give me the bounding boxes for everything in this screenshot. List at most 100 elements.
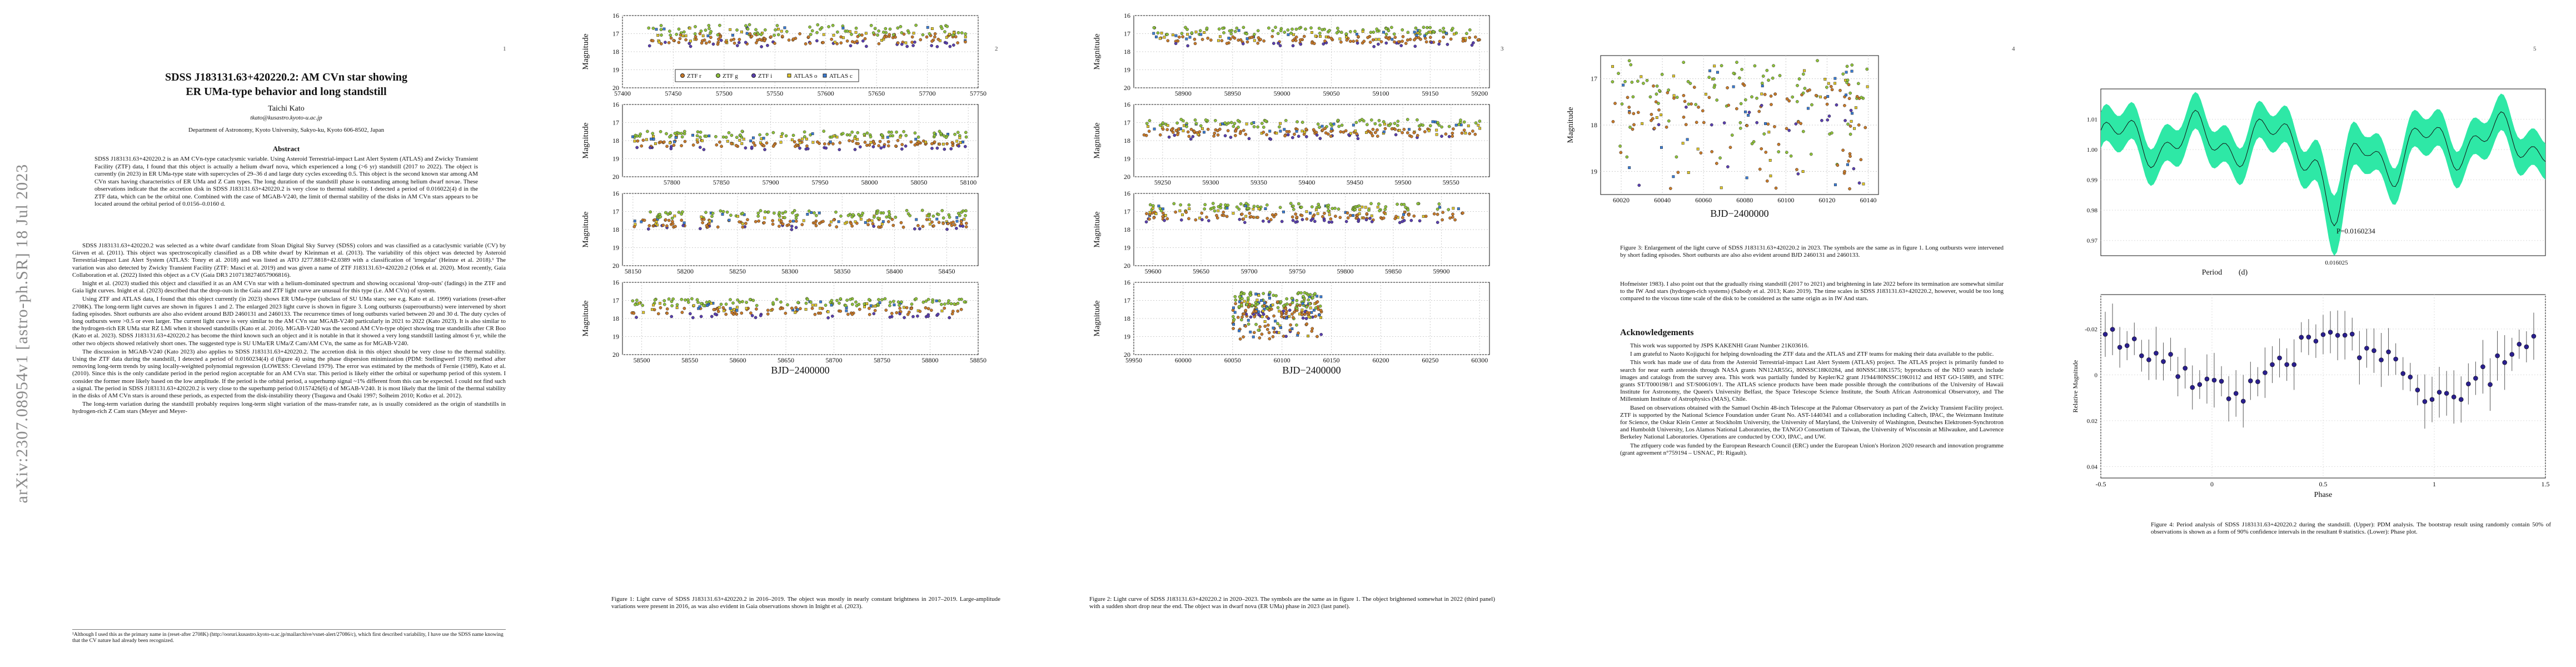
data-point	[1772, 64, 1775, 68]
data-point	[1267, 331, 1271, 335]
data-point	[1846, 122, 1850, 126]
data-point	[839, 309, 843, 313]
data-point	[724, 302, 728, 306]
data-point	[1337, 207, 1341, 211]
data-point	[1245, 40, 1249, 44]
data-point	[716, 225, 720, 229]
data-point	[1216, 133, 1220, 137]
data-point	[926, 297, 930, 301]
data-point	[1865, 67, 1869, 71]
data-point	[924, 141, 927, 144]
data-point	[1762, 132, 1766, 136]
data-point	[721, 213, 724, 216]
data-point	[961, 225, 965, 228]
data-point	[724, 312, 728, 316]
data-point	[677, 211, 681, 214]
data-point	[811, 132, 814, 136]
data-point	[696, 130, 700, 134]
data-point	[642, 311, 645, 314]
data-point	[932, 224, 935, 228]
data-point	[1769, 94, 1773, 98]
data-point	[830, 298, 834, 302]
data-point	[1611, 80, 1615, 83]
y-tick-label: 16	[1124, 190, 1130, 197]
x-tick-label: 60080	[1736, 196, 1753, 204]
data-point	[930, 308, 933, 312]
y-tick-label: 0.02	[2087, 418, 2097, 425]
data-point	[711, 211, 715, 215]
data-point	[1242, 26, 1245, 29]
data-point	[1331, 207, 1334, 210]
data-point	[1358, 212, 1361, 215]
data-point	[1348, 30, 1352, 33]
data-point	[1438, 206, 1441, 209]
data-point	[1261, 219, 1265, 223]
data-point	[1170, 128, 1174, 132]
data-point	[1684, 123, 1688, 126]
data-point	[807, 209, 811, 213]
data-point	[2248, 378, 2253, 384]
data-point	[716, 33, 720, 37]
data-point	[724, 40, 728, 44]
data-point	[1319, 34, 1322, 38]
data-point	[960, 222, 963, 226]
legend: ZTF r ZTF g ZTF i ATLAS o ATLAS c	[675, 69, 859, 82]
data-point	[1686, 79, 1690, 83]
data-point	[1390, 26, 1393, 29]
data-point	[750, 314, 754, 317]
data-point	[1697, 105, 1700, 109]
data-point	[877, 42, 881, 46]
data-point	[780, 132, 784, 136]
data-point	[1283, 31, 1287, 34]
data-point	[1827, 115, 1831, 118]
data-point	[865, 302, 869, 305]
x-tick-label: 59650	[1193, 267, 1209, 275]
data-point	[884, 308, 888, 312]
data-point	[1235, 26, 1239, 30]
data-point	[1376, 128, 1379, 132]
data-point	[1264, 207, 1267, 210]
data-point	[675, 306, 679, 310]
data-point	[1464, 37, 1467, 40]
data-point	[871, 31, 875, 34]
data-point	[829, 220, 833, 223]
data-point	[806, 297, 809, 301]
paragraph: The long-term variation during the stand…	[72, 401, 506, 415]
data-point	[633, 220, 636, 223]
data-point	[1172, 202, 1176, 206]
data-point	[1462, 128, 1466, 132]
data-point	[1349, 132, 1352, 135]
data-point	[754, 28, 758, 32]
data-point	[1847, 83, 1851, 87]
data-point	[2277, 355, 2282, 361]
data-point	[728, 218, 731, 222]
data-point	[1851, 112, 1854, 115]
x-tick-label: 58050	[910, 178, 927, 186]
data-point	[841, 36, 845, 39]
data-point	[1328, 213, 1331, 216]
data-point	[675, 303, 679, 307]
data-point	[760, 137, 763, 141]
x-tick-label: 58250	[729, 267, 746, 275]
data-point	[1371, 127, 1375, 131]
data-point	[1291, 301, 1294, 305]
data-point	[938, 142, 941, 146]
data-point	[1242, 128, 1245, 132]
data-point	[744, 222, 748, 225]
data-point	[963, 217, 966, 221]
data-point	[806, 147, 810, 151]
y-axis-label: Magnitude	[581, 33, 590, 69]
data-point	[925, 218, 929, 221]
x-tick-label: 57450	[665, 89, 681, 97]
data-point	[900, 42, 904, 46]
data-point	[1296, 120, 1299, 123]
data-point	[1374, 38, 1378, 41]
data-point	[745, 301, 748, 304]
data-point	[1845, 71, 1848, 74]
data-point	[1248, 293, 1252, 297]
data-point	[775, 24, 779, 27]
data-point	[865, 131, 869, 135]
data-point	[898, 303, 901, 307]
data-point	[718, 306, 721, 309]
